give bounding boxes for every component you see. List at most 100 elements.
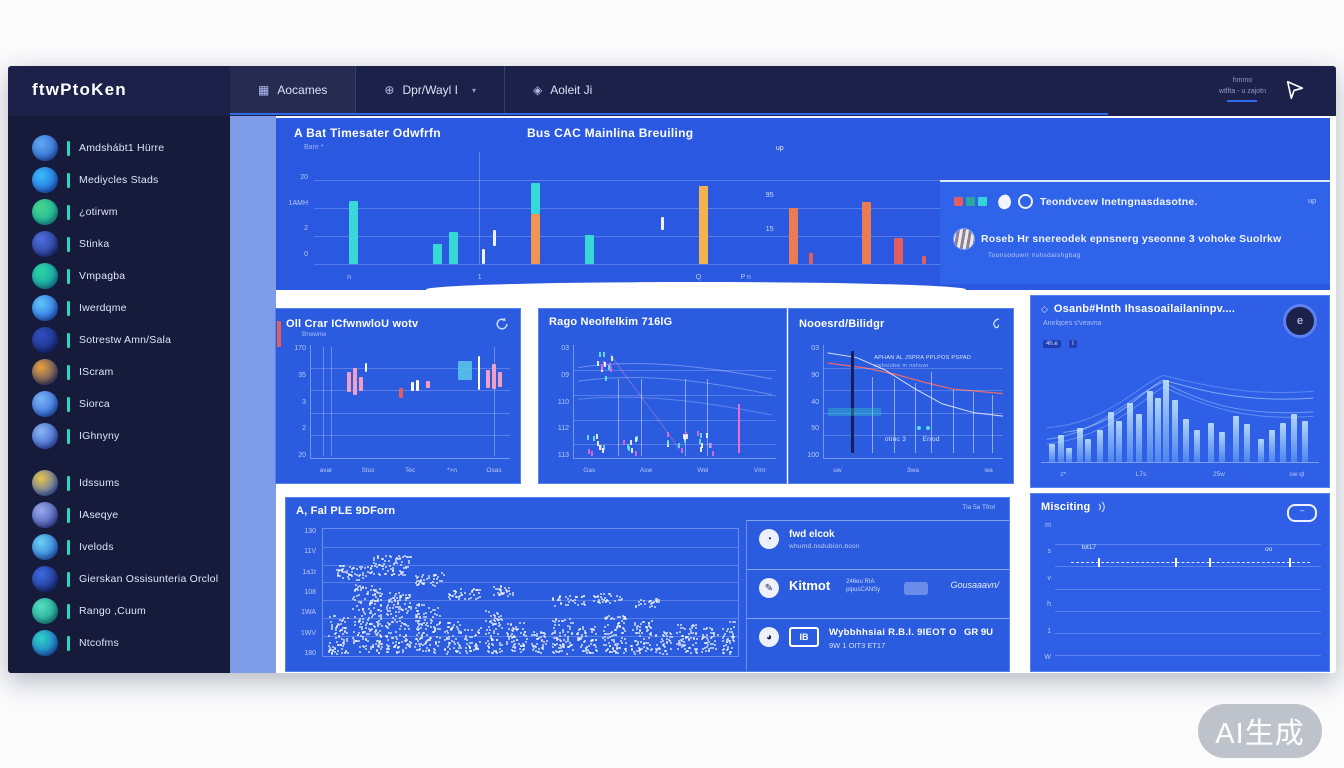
scatter-dot [435,581,438,584]
notification-item[interactable]: Teondvcew Inetngnasdasotne. up [954,192,1316,211]
scatter-dot [634,624,637,627]
sidebar-item-15[interactable]: Ntcofms [8,627,230,659]
scatter-dot [341,629,344,632]
mini-button[interactable] [904,582,929,595]
scatter-dot [559,595,562,598]
scatter-dot [344,630,347,633]
scatter-dot [648,644,651,647]
refresh-icon[interactable] [987,316,1003,332]
sidebar-item-7[interactable]: IScram [8,356,230,388]
scatter-dot [618,647,621,650]
scatter-dot [361,625,364,628]
scatter-dot [356,585,359,588]
sidebar-item-11[interactable]: IAseqye [8,499,230,531]
fence-line [893,378,895,454]
scatter-dot [695,650,698,653]
user-info[interactable]: hmmo wtlfta - u zajotn [1219,75,1266,103]
scatter-dot [405,611,408,614]
scatter-dot [448,593,451,596]
scatter-dot [650,649,653,652]
scatter-dot [677,647,680,650]
scatter-dot [377,557,380,560]
sidebar-item-14[interactable]: Rango ,Cuum [8,595,230,627]
scatter-dot [360,600,363,603]
tab-2[interactable]: ◈ Aoleit Ji [504,66,620,114]
sidebar-item-12[interactable]: Ivelods [8,531,230,563]
sidebar-item-6[interactable]: Sotrestw Amn/Sala [8,324,230,356]
scatter-dot [655,648,658,651]
list-item[interactable]: ✎ Kitmot 246eu RIA pipusCANSy Gousaaavn/ [747,569,1009,618]
sidebar-item-9[interactable]: IGhnyny [8,420,230,452]
scatter-dot [389,622,392,625]
scatter-dot [595,648,598,651]
scatter-dot [458,597,461,600]
data-label: Errod [922,435,939,445]
scatter-dot [728,640,731,643]
list-item[interactable]: ◕ IB Wybbhhsiai R.B.I. 9IEOT O GR 9U 9W … [747,618,1009,667]
scatter-dot [695,632,698,635]
scatter-dot [582,595,585,598]
scatter-dot [639,629,642,632]
scatter-dot [354,620,357,623]
sidebar-item-3[interactable]: Stinka [8,228,230,260]
scatter-dot [379,629,382,632]
scatter-dot [365,622,368,625]
list-item[interactable]: ◔ fwd elcok whumd.nsdubion.bosn [747,520,1009,569]
filter-chips[interactable]: 4h.e I [1043,332,1081,350]
tab-0[interactable]: ▦ Aocames [230,66,356,114]
scatter-dot [579,637,582,640]
scatter-dot [689,631,692,634]
scatter-dot [509,623,512,626]
scatter-dot [590,628,593,631]
scatter-dot [434,642,437,645]
token-badge[interactable]: e [1283,304,1317,338]
scatter-dot [487,651,490,653]
sidebar-item-13[interactable]: Gierskan Ossisunteria Orclol [8,563,230,595]
card-x-axis: Gas Asw Wel Vmr [573,467,776,477]
sidebar-item-4[interactable]: Vmpagba [8,260,230,292]
scatter-dot [364,612,367,615]
card-lines: Rago Neolfelkim 716lG 03 09 110 112 113 Gas A… [538,308,787,484]
collapse-button[interactable]: – [1287,504,1317,522]
scatter-dot [552,631,555,634]
scatter-dot [446,650,449,653]
scatter-dot [340,619,343,622]
scatter-dot [504,587,507,590]
chip[interactable]: 4h.e [1043,340,1061,348]
scatter-dot [587,649,590,652]
scatter-dot [576,636,579,639]
scatter-dot [352,607,355,610]
scatter-dot [362,621,365,624]
scatter-dot [479,588,482,591]
sidebar-item-2[interactable]: ¿otirwm [8,196,230,228]
sidebar-item-0[interactable]: Amdshábt1 Hürre [8,132,230,164]
grid-vline [330,347,332,456]
sidebar-item-5[interactable]: Iwerdqme [8,292,230,324]
scatter-dot [559,644,562,647]
scatter-dot [354,573,357,576]
sidebar-item-1[interactable]: Mediycles Stads [8,164,230,196]
scatter-dot [713,631,716,634]
scatter-dot [507,627,510,630]
scatter-dot [542,640,545,643]
tab-1[interactable]: ⊕ Dpr/Wayl I ▾ [355,66,504,114]
refresh-icon[interactable] [494,316,510,332]
sidebar-item-8[interactable]: Siorca [8,388,230,420]
scatter-dot [648,599,651,602]
scatter-dot [339,565,342,568]
scatter-dot [401,573,404,576]
notification-item[interactable]: Roseb Hr snereodek epnsnerg yseonne 3 vo… [954,229,1316,249]
scatter-dot [654,598,657,601]
scatter-dot [359,585,362,588]
scatter-dot [374,595,377,598]
scatter-dot [400,607,403,610]
skyline-bar [1057,434,1064,462]
scatter-dot [419,638,422,641]
up-label: up [1308,198,1316,205]
scatter-dot [506,594,509,597]
scatter-dot [397,592,400,595]
sidebar-item-10[interactable]: Idssums [8,467,230,499]
scatter-dot [405,643,408,646]
user-underline [1227,100,1258,103]
chip[interactable]: I [1069,340,1077,348]
